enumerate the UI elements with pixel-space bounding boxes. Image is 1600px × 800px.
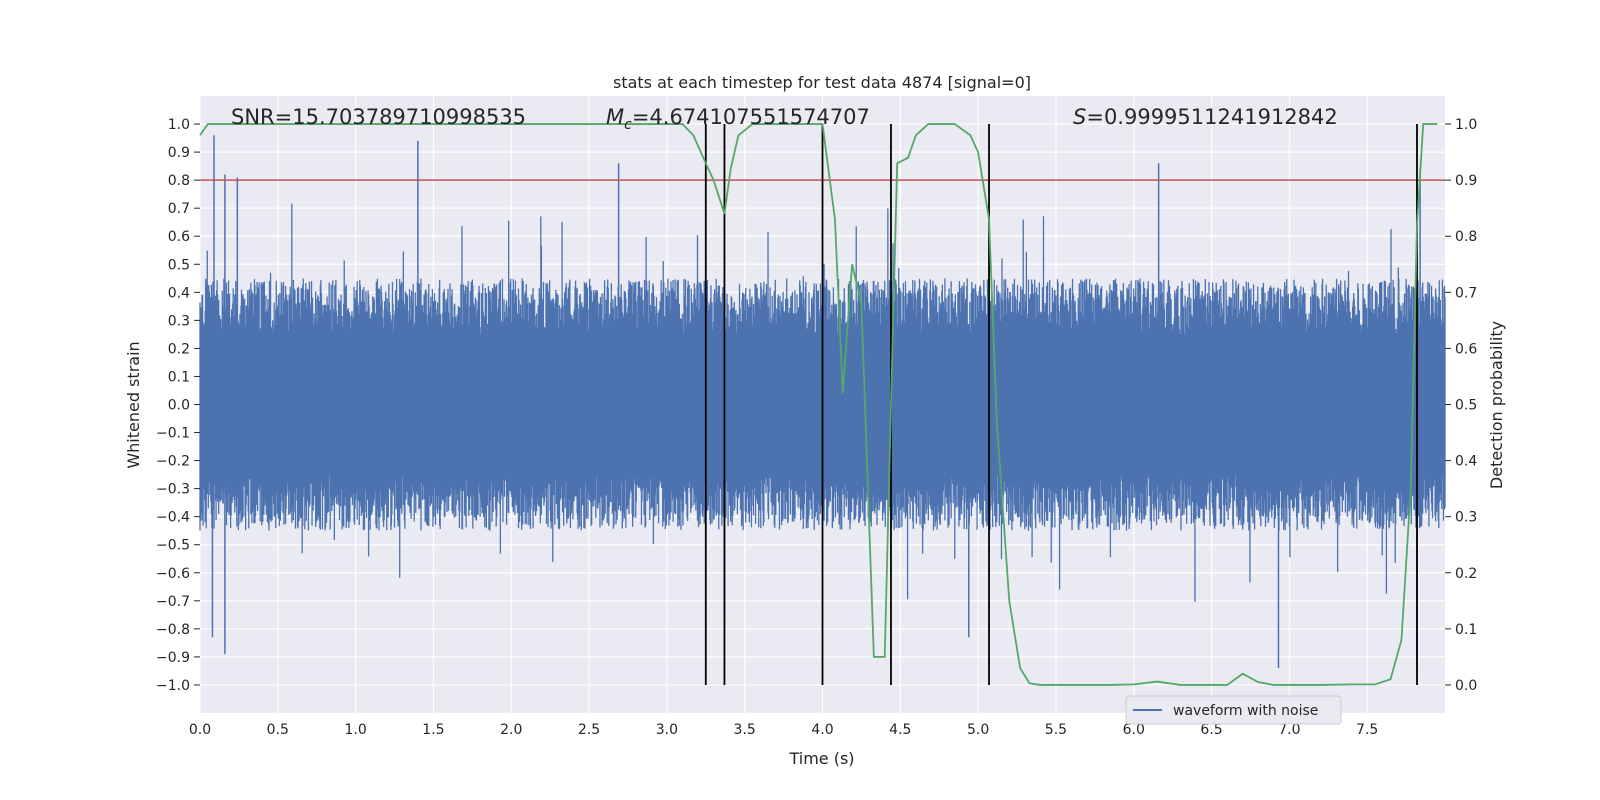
y2-tick-label: 1.0 bbox=[1455, 117, 1477, 133]
detection-probability-series bbox=[199, 123, 1438, 686]
detection-probability-line bbox=[199, 123, 1438, 686]
x-tick-label: 0.5 bbox=[267, 722, 289, 738]
x-tick-label: 2.0 bbox=[500, 722, 522, 738]
chart-title: stats at each timestep for test data 487… bbox=[613, 73, 1031, 92]
chirp-mass-subscript: c bbox=[624, 117, 632, 133]
y-tick-label: −0.6 bbox=[156, 566, 190, 582]
y-tick-label: 0.1 bbox=[168, 369, 190, 385]
y-tick-label: 0.8 bbox=[168, 173, 190, 189]
x-axis-label: Time (s) bbox=[788, 749, 854, 768]
legend: waveform with noise bbox=[1125, 695, 1342, 725]
x-tick-label: 3.5 bbox=[734, 722, 756, 738]
s-symbol: S bbox=[1073, 105, 1086, 129]
y-tick-label: 0.6 bbox=[168, 229, 190, 245]
x-tick-label: 1.5 bbox=[422, 722, 444, 738]
x-tick-label: 5.0 bbox=[967, 722, 989, 738]
chirp-mass-symbol: M bbox=[606, 105, 624, 129]
y-tick-label: 0.4 bbox=[168, 285, 190, 301]
y-tick-label: −0.1 bbox=[156, 426, 190, 442]
x-tick-label: 3.0 bbox=[656, 722, 678, 738]
x-tick-label: 4.5 bbox=[889, 722, 911, 738]
y-tick-label: 0.9 bbox=[168, 145, 190, 161]
y2-tick-label: 0.9 bbox=[1455, 173, 1477, 189]
x-tick-label: 6.5 bbox=[1200, 722, 1222, 738]
x-tick-label: 5.5 bbox=[1045, 722, 1067, 738]
y-tick-label: 0.2 bbox=[168, 341, 190, 357]
y2-tick-label: 0.2 bbox=[1455, 566, 1477, 582]
y-tick-label: −1.0 bbox=[156, 678, 190, 694]
y-tick-label: 0.0 bbox=[168, 398, 190, 414]
x-tick-label: 4.0 bbox=[811, 722, 833, 738]
y2-tick-label: 0.6 bbox=[1455, 341, 1477, 357]
y2-tick-label: 0.5 bbox=[1455, 398, 1477, 414]
y-tick-label: −0.2 bbox=[156, 454, 190, 470]
y2-tick-label: 0.1 bbox=[1455, 622, 1477, 638]
y-tick-label: 1.0 bbox=[168, 117, 190, 133]
y2-tick-label: 0.0 bbox=[1455, 678, 1477, 694]
y-tick-label: 0.3 bbox=[168, 313, 190, 329]
y-tick-label: 0.7 bbox=[168, 201, 190, 217]
y2-tick-label: 0.8 bbox=[1455, 229, 1477, 245]
y-tick-label: −0.5 bbox=[156, 538, 190, 554]
y-tick-label: −0.9 bbox=[156, 650, 190, 666]
y2-tick-label: 0.3 bbox=[1455, 510, 1477, 526]
x-tick-label: 2.5 bbox=[578, 722, 600, 738]
snr-annotation: SNR=15.703789710998535 bbox=[231, 105, 526, 129]
y-tick-label: 0.5 bbox=[168, 257, 190, 273]
legend-label-waveform: waveform with noise bbox=[1173, 703, 1318, 719]
y-tick-label: −0.4 bbox=[156, 510, 190, 526]
x-tick-label: 7.0 bbox=[1278, 722, 1300, 738]
y2-tick-label: 0.7 bbox=[1455, 285, 1477, 301]
s-value: =0.9999511241912842 bbox=[1086, 105, 1337, 129]
legend-box bbox=[1125, 695, 1342, 725]
x-tick-label: 7.5 bbox=[1356, 722, 1378, 738]
y2-tick-label: 0.4 bbox=[1455, 454, 1477, 470]
x-tick-label: 6.0 bbox=[1123, 722, 1145, 738]
y-tick-label: −0.8 bbox=[156, 622, 190, 638]
s-annotation: S=0.9999511241912842 bbox=[1073, 105, 1338, 129]
x-tick-label: 1.0 bbox=[344, 722, 366, 738]
y2-axis-ticks: 1.0 0.9 0.8 0.7 0.6 0.5 0.4 0.3 0.2 0.1 0.0 bbox=[1445, 117, 1477, 694]
y-tick-label: −0.7 bbox=[156, 594, 190, 610]
x-tick-label: 0.0 bbox=[189, 722, 211, 738]
x-axis-ticks: 0.0 0.5 1.0 1.5 2.0 2.5 3.0 3.5 4.0 4.5 5.0 5.5 6.0 6… bbox=[189, 722, 1378, 738]
y2-axis-label: Detection probability bbox=[1487, 321, 1506, 489]
y-tick-label: −0.3 bbox=[156, 482, 190, 498]
chirp-mass-value: =4.674107551574707 bbox=[632, 105, 870, 129]
y-axis-ticks: 1.0 0.9 0.8 0.7 0.6 0.5 0.4 0.3 0.2 0.1 0.0 −0.1 −0.… bbox=[156, 117, 200, 694]
y-axis-label: Whitened strain bbox=[124, 341, 143, 468]
chirp-mass-annotation: Mc=4.674107551574707 bbox=[606, 105, 870, 133]
